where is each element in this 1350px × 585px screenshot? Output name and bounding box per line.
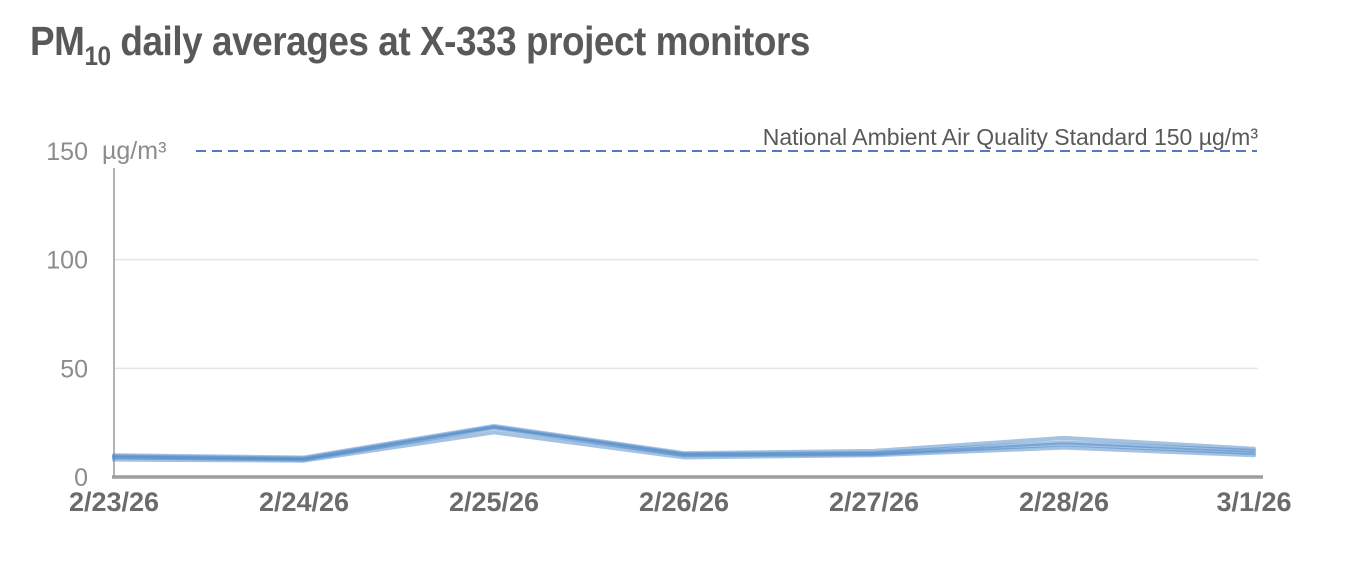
title-subscript: 10 — [84, 41, 111, 71]
y-tick-label: 100 — [46, 247, 88, 275]
x-tick-label: 2/28/26 — [1019, 487, 1109, 517]
chart-title: PM10 daily averages at X-333 project mon… — [30, 18, 810, 71]
y-axis-unit-label: µg/m³ — [102, 137, 166, 165]
x-tick-label: 2/26/26 — [639, 487, 729, 517]
monitor-series-line — [112, 430, 1256, 463]
x-tick-label: 2/27/26 — [829, 487, 919, 517]
y-tick-label: 150 — [46, 138, 88, 166]
reference-line-label: National Ambient Air Quality Standard 15… — [763, 124, 1259, 150]
monitor-series-line — [112, 426, 1256, 462]
title-rest: daily averages at X-333 project monitors — [110, 18, 810, 64]
y-tick-label: 0 — [74, 464, 88, 492]
x-tick-label: 2/25/26 — [449, 487, 539, 517]
title-prefix: PM — [30, 18, 85, 64]
x-tick-label: 3/1/26 — [1216, 487, 1291, 517]
x-tick-label: 2/24/26 — [259, 487, 349, 517]
y-tick-label: 50 — [60, 355, 88, 383]
x-tick-label: 2/23/26 — [69, 487, 159, 517]
